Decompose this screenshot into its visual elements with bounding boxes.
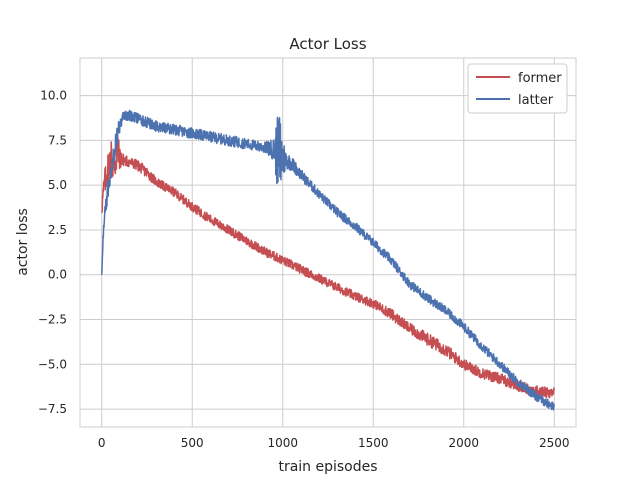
y-tick-label: −7.5: [38, 402, 67, 416]
x-tick-label: 1000: [267, 436, 298, 450]
y-tick-label: 7.5: [48, 133, 67, 147]
x-tick-label: 0: [98, 436, 106, 450]
series-line-latter: [100, 109, 555, 411]
x-axis-label: train episodes: [278, 459, 377, 475]
y-tick-label: 0.0: [48, 268, 67, 282]
legend-label-former: former: [518, 71, 562, 86]
legend-label-latter: latter: [518, 93, 554, 108]
grid: [80, 58, 576, 427]
y-axis-label: actor loss: [15, 208, 31, 276]
y-tick-label: 5.0: [48, 178, 67, 192]
x-tick-label: 1500: [358, 436, 389, 450]
x-tick-label: 2000: [448, 436, 479, 450]
series-line-former: [101, 136, 555, 399]
y-tick-label: 10.0: [40, 89, 67, 103]
plot-area: [79, 57, 577, 428]
y-tick-label: −2.5: [38, 313, 67, 327]
x-tick-label: 500: [181, 436, 204, 450]
y-tick-labels: −7.5 −5.0 −2.5 0.0 2.5 5.0 7.5 10.0: [38, 89, 67, 416]
chart-title: Actor Loss: [289, 35, 366, 53]
x-tick-label: 2500: [539, 436, 570, 450]
x-tick-labels: 0 500 1000 1500 2000 2500: [98, 436, 570, 450]
series-lines: [100, 109, 555, 411]
legend: former latter: [467, 63, 568, 114]
y-tick-label: −5.0: [38, 357, 67, 371]
y-tick-label: 2.5: [48, 223, 67, 237]
